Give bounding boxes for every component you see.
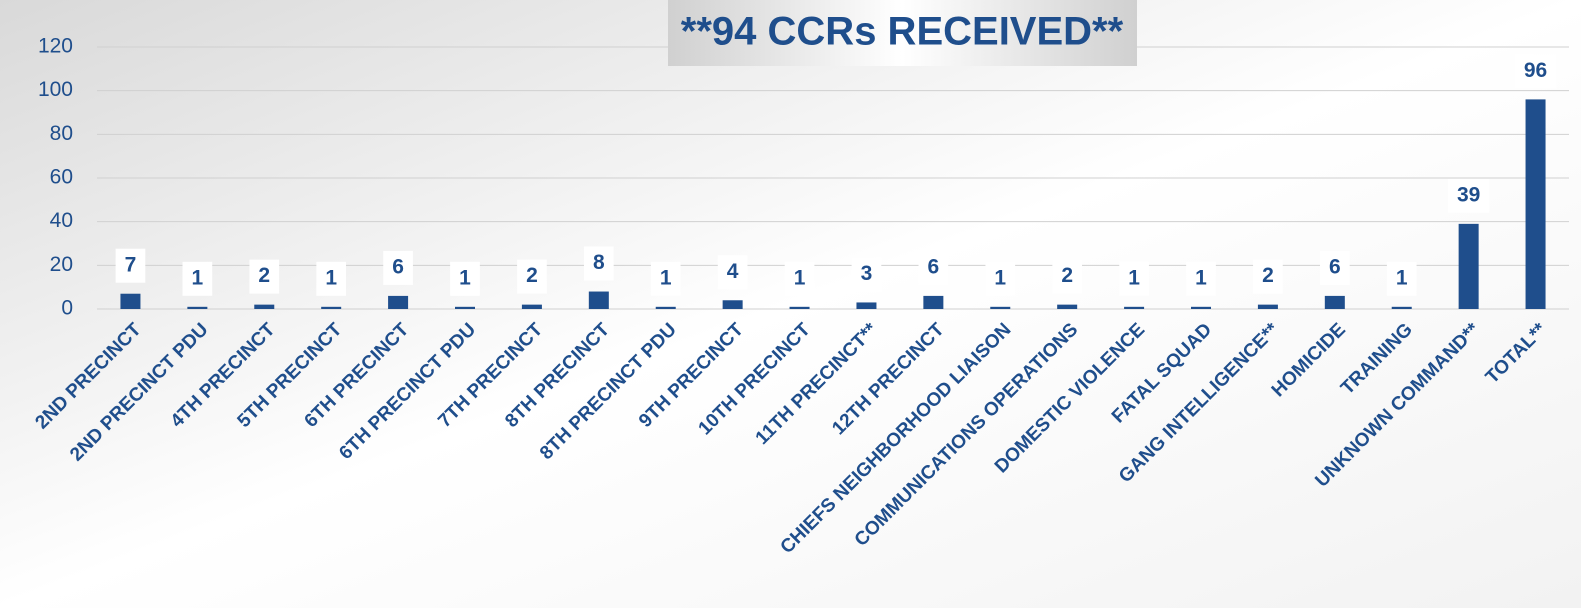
value-label: 1	[994, 266, 1006, 289]
bar	[455, 306, 475, 309]
bar	[856, 302, 877, 309]
value-label-box	[784, 261, 815, 296]
title-box	[668, 0, 1137, 66]
value-label: 1	[1195, 266, 1207, 289]
bar	[1057, 304, 1078, 309]
bar	[388, 295, 409, 309]
value-label: 6	[1329, 255, 1341, 278]
value-label: 2	[526, 264, 538, 287]
bar	[655, 306, 676, 309]
chart-title: **94 CCRs RECEIVED**	[681, 10, 1124, 54]
value-label: 8	[593, 251, 605, 274]
value-label-box	[249, 259, 280, 294]
y-tick-label: 40	[50, 209, 73, 232]
bar	[1191, 306, 1211, 309]
y-tick-label: 80	[50, 122, 73, 145]
bar	[1525, 99, 1546, 310]
value-label-box	[650, 261, 681, 296]
value-label: 2	[258, 264, 270, 287]
value-label: 1	[1396, 266, 1408, 289]
value-label-box	[182, 261, 213, 296]
bar	[1257, 304, 1278, 309]
bar	[1124, 306, 1145, 309]
value-label-box	[851, 257, 882, 292]
bar	[990, 306, 1011, 309]
bar	[321, 306, 342, 309]
value-label: 1	[192, 266, 204, 289]
value-label-box	[1186, 261, 1216, 296]
value-label-box	[383, 250, 413, 285]
value-label: 1	[1128, 266, 1140, 289]
bar	[521, 304, 542, 309]
value-label: 39	[1457, 183, 1480, 206]
bar	[789, 306, 810, 309]
y-tick-label: 0	[61, 297, 73, 320]
value-label-box	[1386, 261, 1417, 296]
bar	[1458, 223, 1479, 309]
value-label-box	[1447, 178, 1490, 213]
value-label: 96	[1524, 59, 1547, 82]
value-label-box	[1052, 259, 1083, 294]
y-tick-label: 120	[38, 35, 73, 58]
value-label: 1	[459, 266, 471, 289]
value-label-box	[918, 250, 949, 285]
value-label-box	[450, 261, 480, 296]
value-label-box	[583, 246, 614, 281]
value-label: 1	[325, 266, 337, 289]
value-label: 7	[125, 253, 137, 276]
bar	[1324, 295, 1345, 309]
value-label: 6	[928, 255, 940, 278]
value-label-box	[1253, 259, 1283, 294]
value-label: 1	[794, 266, 806, 289]
value-label: 1	[660, 266, 672, 289]
value-label-box	[717, 255, 748, 290]
value-label: 6	[392, 255, 404, 278]
y-tick-label: 20	[50, 253, 73, 276]
bar	[1391, 306, 1412, 309]
value-label: 2	[1262, 264, 1274, 287]
value-label: 4	[727, 260, 739, 283]
bar	[120, 293, 141, 309]
value-label-box	[1319, 250, 1350, 285]
value-label: 3	[861, 262, 873, 285]
y-tick-label: 100	[38, 78, 73, 101]
bar	[588, 291, 609, 309]
value-label-box	[115, 248, 146, 283]
value-label: 2	[1061, 264, 1073, 287]
value-label-box	[985, 261, 1016, 296]
bar	[187, 306, 208, 309]
bar	[923, 295, 944, 309]
value-label-box	[517, 259, 547, 294]
value-label-box	[1514, 54, 1557, 89]
value-label-box	[1119, 261, 1149, 296]
bar	[722, 300, 743, 309]
y-tick-label: 60	[50, 166, 73, 189]
value-label-box	[316, 261, 347, 296]
bar	[254, 304, 275, 309]
